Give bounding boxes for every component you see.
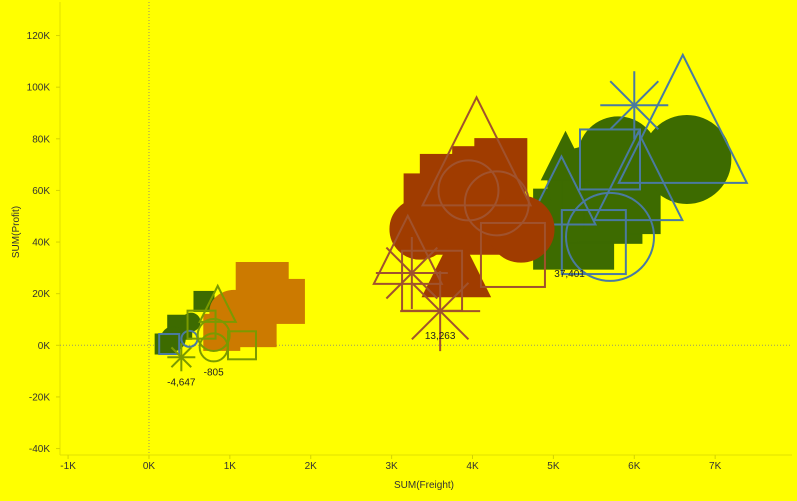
data-label: -4,647 bbox=[167, 377, 196, 388]
data-point-square bbox=[154, 333, 176, 355]
data-point-asterisk bbox=[600, 71, 669, 140]
y-tick-label: 120K bbox=[27, 31, 51, 42]
y-tick-label: 100K bbox=[27, 83, 51, 94]
x-tick-label: 6K bbox=[628, 461, 641, 472]
data-point-asterisk bbox=[375, 237, 448, 310]
data-point-asterisk bbox=[400, 271, 481, 352]
data-point-triangle bbox=[617, 52, 749, 184]
data-point-circle bbox=[565, 191, 656, 282]
y-axis-title: SUM(Profit) bbox=[11, 206, 22, 258]
data-point-triangle bbox=[525, 154, 598, 226]
x-axis-title: SUM(Freight) bbox=[394, 480, 454, 491]
y-tick-label: 0K bbox=[38, 341, 51, 352]
x-tick-label: 2K bbox=[305, 461, 318, 472]
data-label: 13,263 bbox=[425, 331, 456, 342]
y-tick-label: -40K bbox=[29, 444, 50, 455]
x-tick-label: 5K bbox=[547, 461, 560, 472]
y-axis-ticks: -40K -20K 0K 20K 40K 60K 80K 100K 120K bbox=[27, 31, 60, 455]
asterisk-stroke bbox=[609, 80, 660, 130]
y-tick-label: -20K bbox=[29, 392, 50, 403]
data-annotations: -4,647 -805 13,263 37,401 bbox=[167, 269, 585, 389]
data-point-triangle bbox=[540, 130, 591, 181]
data-point-circle bbox=[642, 114, 732, 204]
data-point-triangle bbox=[592, 129, 684, 222]
asterisk-stroke bbox=[170, 346, 192, 368]
data-label: -805 bbox=[204, 367, 224, 378]
y-tick-label: 20K bbox=[32, 289, 50, 300]
y-tick-label: 80K bbox=[32, 134, 50, 145]
data-label: 37,401 bbox=[554, 269, 585, 280]
data-point-square bbox=[479, 221, 546, 288]
y-tick-label: 60K bbox=[32, 186, 50, 197]
data-point-circle bbox=[487, 195, 555, 263]
x-tick-label: 4K bbox=[466, 461, 479, 472]
x-tick-label: 1K bbox=[224, 461, 237, 472]
asterisk-stroke bbox=[385, 246, 439, 300]
zero-lines bbox=[60, 2, 792, 455]
data-point-circle bbox=[196, 317, 231, 352]
x-tick-label: 3K bbox=[386, 461, 399, 472]
x-tick-label: 0K bbox=[143, 461, 156, 472]
data-point-asterisk bbox=[167, 343, 196, 372]
data-point-triangle bbox=[420, 95, 533, 207]
data-point-square bbox=[226, 330, 257, 361]
x-axis-ticks: -1K 0K 1K 2K 3K 4K 5K 6K 7K bbox=[60, 455, 722, 472]
plot-area bbox=[59, 2, 792, 456]
data-point-triangle bbox=[577, 192, 627, 243]
y-tick-label: 40K bbox=[32, 238, 50, 249]
asterisk-stroke bbox=[411, 282, 470, 341]
data-marks bbox=[154, 52, 749, 372]
data-point-square bbox=[158, 333, 181, 356]
x-tick-label: 7K bbox=[709, 461, 722, 472]
data-point-circle bbox=[437, 159, 500, 222]
data-point-circle bbox=[463, 170, 530, 237]
data-point-triangle bbox=[198, 283, 238, 323]
data-point-circle bbox=[181, 312, 201, 332]
x-tick-label: -1K bbox=[60, 461, 76, 472]
data-point-square bbox=[560, 209, 627, 276]
data-point-square bbox=[579, 128, 642, 191]
